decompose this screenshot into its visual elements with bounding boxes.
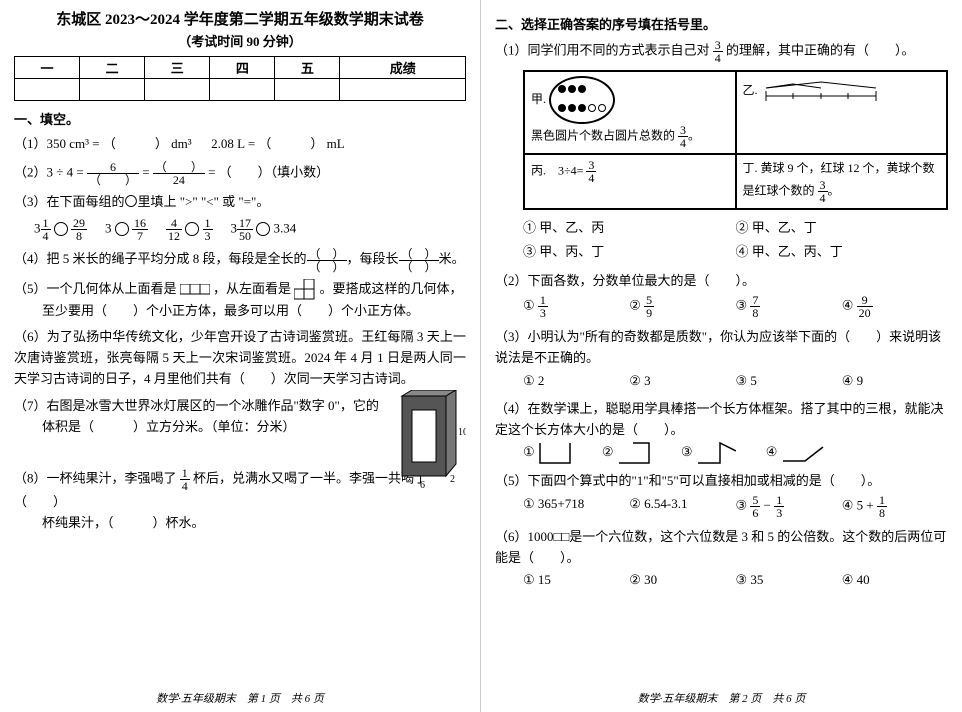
q1-part-b: 2.08 L = （ ） mL	[211, 136, 345, 151]
shape-4-icon	[781, 443, 825, 463]
q5-d: 至少要用（ ）个小正方体，最多可以用（ ）个小正方体。	[42, 301, 466, 322]
svg-text:10: 10	[458, 427, 466, 438]
r-q5: （5）下面四个算式中的"1"和"5"可以直接相加或相减的是（ ）。 ① 365+…	[495, 471, 948, 521]
page-1: 东城区 2023～2024 学年度第二学期五年级数学期末试卷 （考试时间 90 …	[0, 0, 481, 712]
th-3: 三	[145, 57, 210, 79]
r-q1: （1）同学们用不同的方式表示自己对 34 的理解，其中正确的有（ ）。 甲. 黑…	[495, 39, 948, 265]
exam-subtitle: （考试时间 90 分钟）	[14, 31, 466, 50]
r-q6-stem: （6）1000□□是一个六位数，这个六位数是 3 和 5 的公倍数。这个数的后两…	[495, 527, 948, 569]
r-q2: （2）下面各数，分数单位最大的是（ ）。 ① 13 ② 59 ③ 78 ④ 92…	[495, 271, 948, 321]
exam-title: 东城区 2023～2024 学年度第二学期五年级数学期末试卷	[14, 8, 466, 29]
r-q5-opts: ① 365+718 ② 6.54-3.1 ③ 56 − 13 ④ 5 + 18	[523, 492, 948, 521]
r-q3-opts: ① 2 ② 3 ③ 5 ④ 9	[523, 369, 948, 394]
q5-c: 。要搭成这样的几何体，	[320, 281, 463, 296]
svg-text:6: 6	[420, 480, 425, 490]
r-q4-stem: （4）在数学课上，聪聪用学具棒搭一个长方体框架。搭了其中的三根，就能决定这个长方…	[495, 399, 948, 441]
page-2: 二、选择正确答案的序号填在括号里。 （1）同学们用不同的方式表示自己对 34 的…	[481, 0, 962, 712]
q1: （1）350 cm³ = （ ） dm³ 2.08 L = （ ） mL	[14, 134, 466, 155]
q5: （5）一个几何体从上面看是 ，从左面看是 。要搭成这样的几何体， 至少要用（ ）…	[14, 279, 466, 322]
q8-a: （8）一杯纯果汁，李强喝了	[14, 471, 177, 486]
r-q1-grid: 甲. 黑色圆片个数占圆片总数的 34。 乙.	[523, 70, 948, 210]
q3-item-4: 31750 3.34	[231, 217, 297, 242]
svg-text:2: 2	[450, 474, 455, 485]
q3-item-2: 3 167	[105, 217, 148, 242]
q2: （2）3 ÷ 4 = 6 （ ） = （ ） 24 = （ ）（填小数）	[14, 161, 466, 186]
r-q1-stem2: 的理解，其中正确的有（ ）。	[726, 42, 915, 57]
r-q3-stem: （3）小明认为"所有的奇数都是质数"，你认为应该举下面的（ ）来说明该说法是不正…	[495, 327, 948, 369]
r-q2-opts: ① 13 ② 59 ③ 78 ④ 920	[523, 292, 948, 321]
opt-3: ③ 甲、丙、丁	[523, 242, 736, 263]
q3-item-1: 314 298	[34, 217, 87, 242]
q1-part-a: （1）350 cm³ = （ ） dm³	[14, 136, 192, 151]
shape-1-icon	[538, 441, 572, 465]
r-q4-shapes: ① ② ③ ④	[523, 441, 948, 465]
q7-b: 体积是（ ）立方分米。（单位：分米）	[42, 417, 386, 438]
q6: （6）为了弘扬中华传统文化，少年宫开设了古诗词鉴赏班。王红每隔 3 天上一次唐诗…	[14, 327, 466, 389]
q2-eq: =	[142, 164, 153, 179]
th-1: 一	[15, 57, 80, 79]
th-5: 五	[275, 57, 340, 79]
q8-c: 杯纯果汁，（ ）杯水。	[42, 513, 466, 534]
shape-3-icon	[696, 441, 736, 465]
page-1-footer: 数学·五年级期末 第 1 页 共 6 页	[0, 690, 480, 706]
cell-yi: 乙.	[736, 71, 948, 154]
r-q4: （4）在数学课上，聪聪用学具棒搭一个长方体框架。搭了其中的三根，就能决定这个长方…	[495, 399, 948, 465]
r-q1-opts: ① 甲、乙、丙 ② 甲、乙、丁 ③ 甲、丙、丁 ④ 甲、乙、丙、丁	[523, 216, 948, 266]
opt-2: ② 甲、乙、丁	[736, 218, 949, 239]
q4: （4）把 5 米长的绳子平均分成 8 段，每段是全长的（ ）（ ），每段长（ ）…	[14, 248, 466, 273]
q5-a: （5）一个几何体从上面看是	[14, 281, 177, 296]
cuboid-frame-icon: 10 6 2	[396, 390, 466, 490]
top-view-icon	[180, 284, 210, 296]
q7: （7）右图是冰雪大世界冰灯展区的一个冰雕作品"数字 0"，它的 体积是（ ）立方…	[14, 396, 466, 438]
dots-ellipse-icon	[549, 76, 615, 124]
q2-frac1: 6 （ ）	[87, 161, 139, 186]
opt-4: ④ 甲、乙、丙、丁	[736, 242, 949, 263]
r-q2-stem: （2）下面各数，分数单位最大的是（ ）。	[495, 271, 948, 292]
left-view-icon	[294, 279, 316, 301]
cell-bing: 丙. 3÷4= 34	[524, 154, 736, 208]
q5-b: ，从左面看是	[213, 281, 291, 296]
r-q5-stem: （5）下面四个算式中的"1"和"5"可以直接相加或相减的是（ ）。	[495, 471, 948, 492]
q3: （3）在下面每组的〇里填上 ">" "<" 或 "="。 314 298 3 1…	[14, 192, 466, 242]
q4-text: （4）把 5 米长的绳子平均分成 8 段，每段是全长的（ ）（ ），每段长（ ）…	[14, 251, 465, 266]
frac-1-4: 14	[180, 467, 190, 492]
shape-2-icon	[617, 441, 651, 465]
score-table: 一 二 三 四 五 成绩	[14, 56, 466, 101]
q7-a: （7）右图是冰雪大世界冰灯展区的一个冰雕作品"数字 0"，它的	[14, 396, 386, 417]
th-score: 成绩	[340, 57, 466, 79]
q2-post: = （ ）（填小数）	[208, 164, 329, 179]
cell-ding: 丁. 黄球 9 个，红球 12 个，黄球个数是红球个数的 34。	[736, 154, 948, 208]
r-q6: （6）1000□□是一个六位数，这个六位数是 3 和 5 的公倍数。这个数的后两…	[495, 527, 948, 593]
frac-3-4: 34	[713, 39, 723, 64]
q3-stem: （3）在下面每组的〇里填上 ">" "<" 或 "="。	[14, 192, 466, 213]
opt-1: ① 甲、乙、丙	[523, 218, 736, 239]
r-q1-stem: （1）同学们用不同的方式表示自己对	[495, 42, 710, 57]
number-line-icon	[761, 76, 881, 106]
q3-items: 314 298 3 167 412 13 31750 3.34	[34, 217, 466, 242]
q3-item-3: 412 13	[166, 217, 213, 242]
q2-frac2: （ ） 24	[153, 161, 205, 186]
page-2-footer: 数学·五年级期末 第 2 页 共 6 页	[481, 690, 962, 706]
r-q3: （3）小明认为"所有的奇数都是质数"，你认为应该举下面的（ ）来说明该说法是不正…	[495, 327, 948, 393]
th-2: 二	[80, 57, 145, 79]
th-4: 四	[210, 57, 275, 79]
cell-jia: 甲. 黑色圆片个数占圆片总数的 34。	[524, 71, 736, 154]
q2-pre: （2）3 ÷ 4 =	[14, 164, 87, 179]
section-2-heading: 二、选择正确答案的序号填在括号里。	[495, 14, 948, 33]
r-q6-opts: ① 15 ② 30 ③ 35 ④ 40	[523, 568, 948, 593]
section-1-heading: 一、填空。	[14, 109, 466, 128]
